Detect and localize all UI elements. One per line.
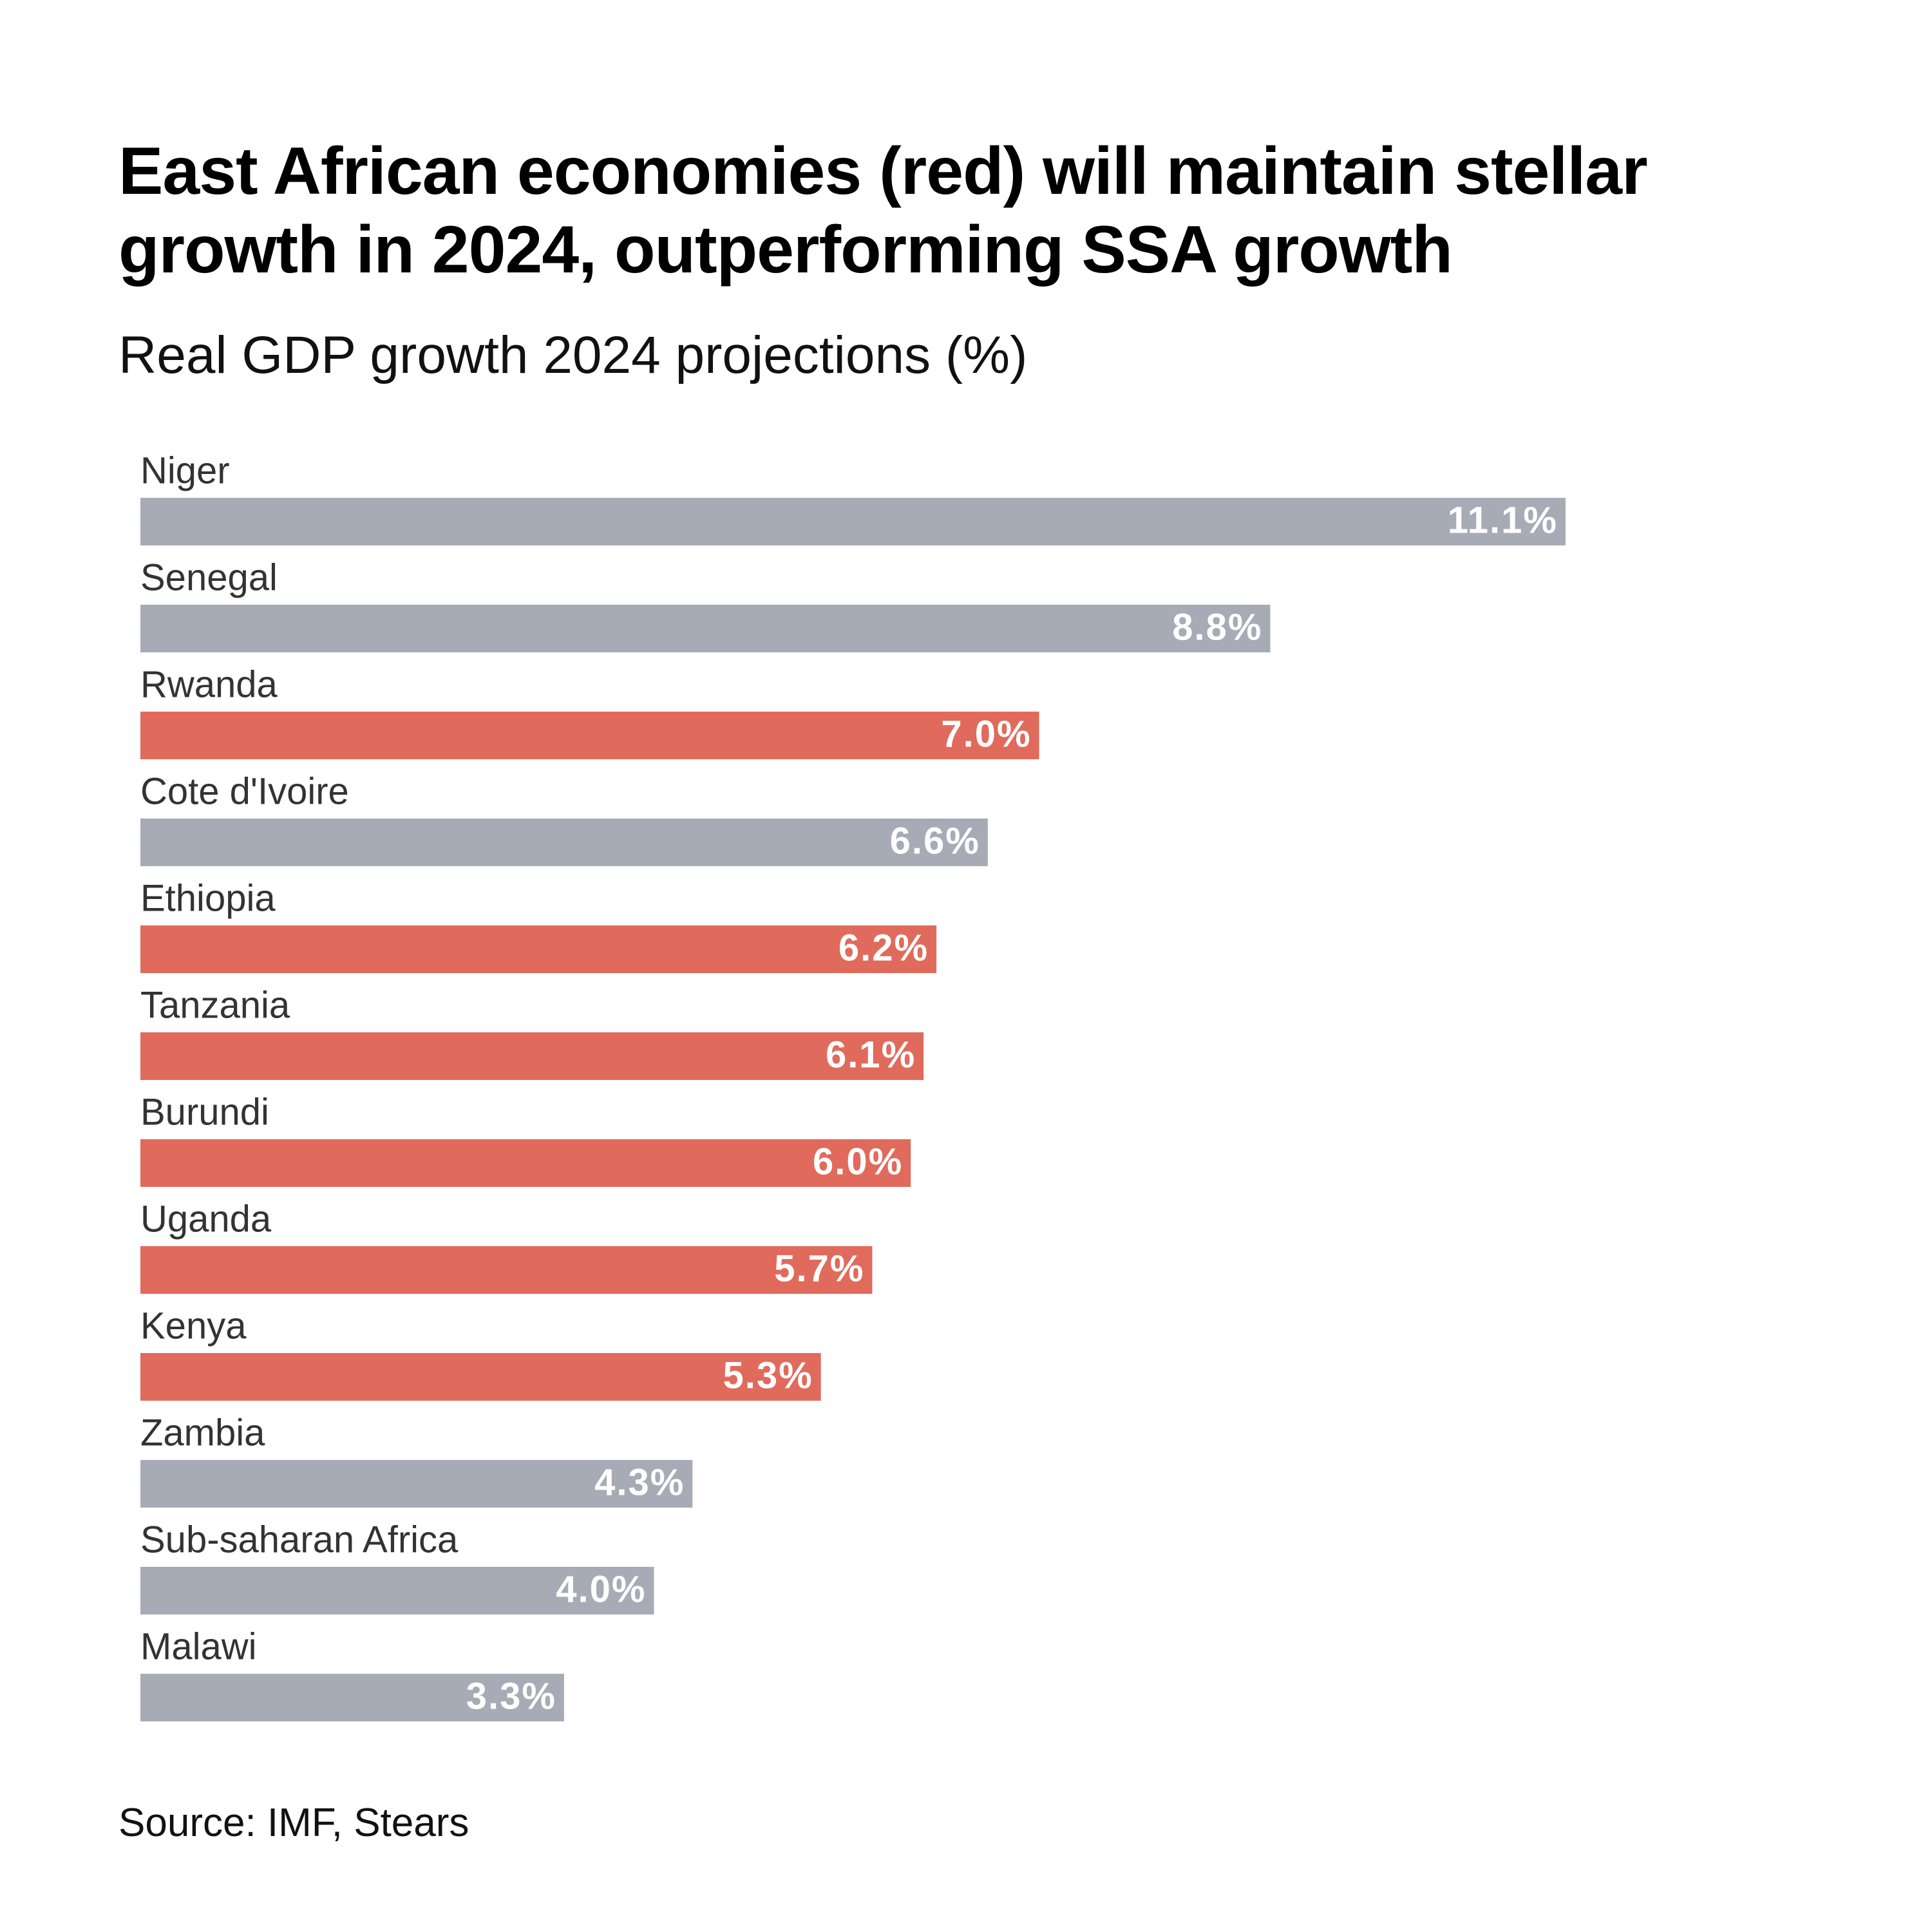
value-label: 8.8%: [1172, 606, 1262, 648]
category-label: Cote d'Ivoire: [140, 770, 349, 812]
value-label: 3.3%: [466, 1675, 556, 1717]
value-label: 5.7%: [774, 1247, 864, 1289]
category-label: Malawi: [140, 1625, 257, 1667]
bar: [140, 1032, 924, 1080]
bar: [140, 1246, 873, 1294]
category-label: Sub-saharan Africa: [140, 1519, 459, 1560]
category-label: Kenya: [140, 1305, 247, 1347]
bar: [140, 1674, 564, 1721]
category-label: Tanzania: [140, 984, 290, 1026]
value-label: 6.2%: [838, 927, 929, 969]
bar: [140, 1460, 693, 1508]
category-label: Uganda: [140, 1198, 272, 1240]
bar: [140, 712, 1039, 759]
value-label: 11.1%: [1448, 499, 1558, 541]
value-label: 5.3%: [723, 1354, 813, 1396]
category-label: Niger: [140, 450, 230, 491]
value-label: 7.0%: [941, 713, 1031, 755]
bar: [140, 1353, 821, 1401]
bar: [140, 925, 937, 973]
value-label: 6.0%: [813, 1141, 903, 1182]
category-label: Rwanda: [140, 663, 278, 705]
bar: [140, 1139, 911, 1187]
bar: [140, 605, 1271, 652]
value-label: 4.3%: [594, 1461, 685, 1503]
category-label: Senegal: [140, 556, 278, 598]
chart-subtitle: Real GDP growth 2024 projections (%): [118, 326, 1028, 384]
category-label: Ethiopia: [140, 877, 276, 919]
value-label: 6.6%: [890, 820, 980, 862]
source-note: Source: IMF, Stears: [118, 1801, 469, 1845]
bar: [140, 1567, 654, 1615]
chart-title: East African economies (red) will mainta…: [118, 134, 1648, 287]
bar: [140, 819, 988, 866]
value-label: 4.0%: [556, 1568, 646, 1610]
bar: [140, 498, 1566, 545]
category-label: Burundi: [140, 1091, 269, 1133]
value-label: 6.1%: [826, 1034, 916, 1075]
category-label: Zambia: [140, 1412, 265, 1454]
